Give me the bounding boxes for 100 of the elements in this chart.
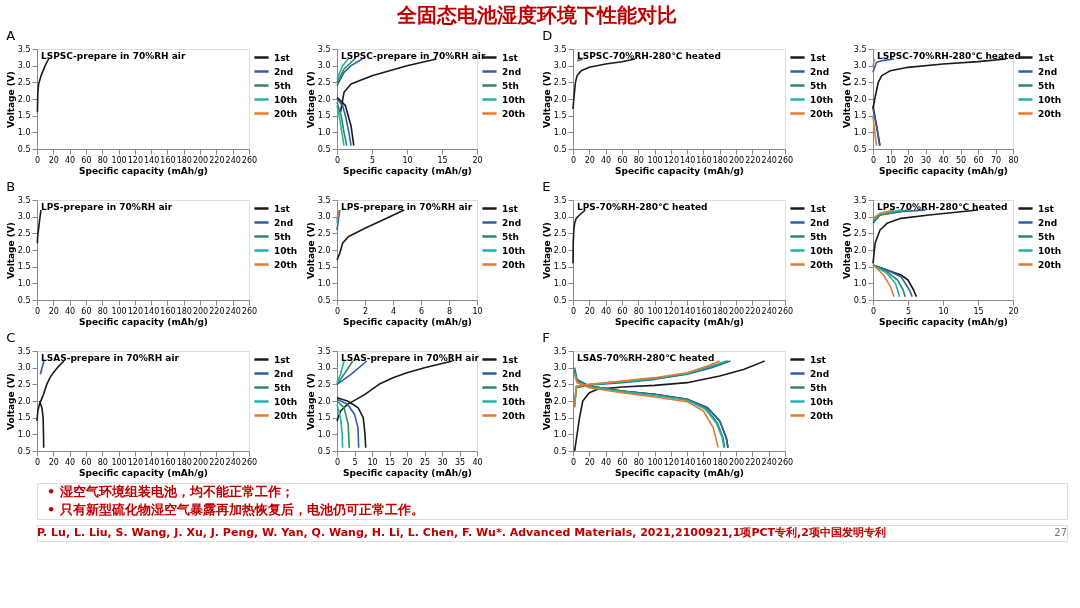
- x-tick-label: 30: [437, 457, 448, 467]
- y-axis-title: Voltage (V): [305, 222, 316, 279]
- y-tick-label: 2.5: [853, 228, 867, 238]
- x-tick-label: 10: [367, 457, 378, 467]
- x-tick-label: 100: [647, 306, 663, 316]
- y-tick-label: 2.5: [17, 379, 31, 389]
- x-tick-label: 240: [761, 306, 777, 316]
- y-axis-title: Voltage (V): [541, 222, 552, 279]
- legend-label: 1st: [274, 203, 291, 214]
- x-tick-label: 15: [384, 457, 396, 467]
- y-tick-label: 0.5: [317, 295, 331, 305]
- x-tick-label: 140: [144, 457, 160, 467]
- y-tick-label: 1.5: [853, 262, 867, 272]
- x-axis-title: Specific capacity (mAh/g): [615, 316, 744, 327]
- y-tick-label: 2.0: [853, 245, 867, 255]
- x-tick-label: 40: [472, 457, 483, 467]
- y-axis-title: Voltage (V): [541, 71, 552, 128]
- y-tick-label: 1.5: [317, 111, 331, 121]
- x-tick-label: 20: [584, 155, 595, 165]
- x-tick-label: 15: [973, 306, 984, 316]
- legend-label: 1st: [1038, 52, 1055, 63]
- y-tick-label: 1.5: [553, 262, 567, 272]
- legend-label: 20th: [810, 259, 834, 270]
- legend-label: 20th: [274, 259, 298, 270]
- y-tick-label: 3.0: [17, 212, 31, 222]
- y-tick-label: 1.5: [17, 111, 31, 121]
- y-axis-title: Voltage (V): [305, 71, 316, 128]
- legend-label: 5th: [274, 382, 291, 393]
- y-tick-label: 3.0: [853, 61, 867, 71]
- y-tick-label: 3.0: [853, 212, 867, 222]
- x-tick-label: 220: [745, 306, 761, 316]
- x-tick-label: 5: [352, 457, 358, 467]
- x-tick-label: 60: [617, 155, 628, 165]
- x-tick-label: 160: [696, 155, 712, 165]
- y-tick-label: 3.0: [317, 363, 331, 373]
- y-axis-title: Voltage (V): [5, 71, 16, 128]
- y-tick-label: 3.5: [17, 195, 31, 205]
- x-tick-label: 180: [176, 306, 192, 316]
- chart-title: LPS-70%RH-280℃ heated: [877, 202, 1008, 212]
- x-tick-label: 80: [97, 306, 108, 316]
- y-tick-label: 3.5: [553, 195, 567, 205]
- legend-label: 2nd: [810, 66, 830, 77]
- x-tick-label: 40: [65, 306, 76, 316]
- x-tick-label: 260: [241, 155, 258, 165]
- x-tick-label: 5: [369, 155, 376, 165]
- y-tick-label: 3.5: [317, 44, 331, 54]
- x-tick-label: 0: [334, 306, 341, 316]
- x-tick-label: 140: [680, 457, 696, 467]
- legend-label: 2nd: [502, 66, 522, 77]
- y-tick-label: 2.0: [17, 94, 31, 104]
- x-tick-label: 240: [225, 155, 241, 165]
- x-tick-label: 40: [65, 155, 76, 165]
- legend-label: 5th: [810, 382, 827, 393]
- x-tick-label: 20: [903, 155, 914, 165]
- y-tick-label: 3.5: [17, 44, 31, 54]
- y-tick-label: 2.0: [553, 94, 567, 104]
- y-tick-label: 0.5: [17, 446, 31, 456]
- legend-label: 10th: [274, 396, 298, 407]
- x-tick-label: 240: [761, 457, 777, 467]
- legend-label: 10th: [502, 94, 526, 105]
- x-tick-label: 0: [334, 155, 341, 165]
- legend-label: 2nd: [274, 66, 294, 77]
- legend-label: 5th: [810, 231, 827, 242]
- x-tick-label: 60: [81, 155, 92, 165]
- x-tick-label: 4: [390, 306, 397, 316]
- legend-label: 20th: [274, 108, 298, 119]
- y-tick-label: 2.5: [317, 379, 331, 389]
- y-tick-label: 3.5: [317, 195, 331, 205]
- text: 2nd: [502, 368, 522, 379]
- legend-label: 2nd: [810, 217, 830, 228]
- legend-label: 10th: [1038, 94, 1062, 105]
- chart-title: LSAS-prepare in 70%RH air: [41, 353, 180, 363]
- x-tick-label: 160: [160, 155, 176, 165]
- text: • 湿空气环境组装电池，均不能正常工作；: [47, 484, 294, 499]
- legend-label: 10th: [810, 396, 834, 407]
- y-tick-label: 2.0: [17, 396, 31, 406]
- x-axis-title: Specific capacity (mAh/g): [343, 467, 472, 478]
- y-tick-label: 0.5: [553, 295, 567, 305]
- text: 27: [1054, 527, 1067, 538]
- legend-label: 10th: [1038, 245, 1062, 256]
- legend-label: 5th: [502, 382, 519, 393]
- x-tick-label: 2: [362, 306, 369, 316]
- x-tick-label: 100: [647, 457, 663, 467]
- y-axis-title: Voltage (V): [541, 373, 552, 430]
- legend-label: 5th: [1038, 231, 1055, 242]
- x-tick-label: 6: [418, 306, 425, 316]
- x-tick-label: 100: [111, 155, 127, 165]
- x-axis-title: Specific capacity (mAh/g): [79, 165, 208, 176]
- y-tick-label: 0.5: [853, 295, 867, 305]
- legend-label: 20th: [1038, 108, 1062, 119]
- y-axis-title: Voltage (V): [305, 373, 316, 430]
- x-tick-label: 0: [570, 306, 577, 316]
- x-tick-label: 35: [454, 457, 466, 467]
- x-tick-label: 40: [601, 457, 612, 467]
- x-tick-label: 120: [663, 306, 679, 316]
- legend-label: 1st: [810, 203, 827, 214]
- y-tick-label: 0.5: [317, 144, 331, 154]
- legend-label: 5th: [274, 231, 291, 242]
- legend-label: 2nd: [274, 368, 294, 379]
- y-axis-title: Voltage (V): [841, 222, 852, 279]
